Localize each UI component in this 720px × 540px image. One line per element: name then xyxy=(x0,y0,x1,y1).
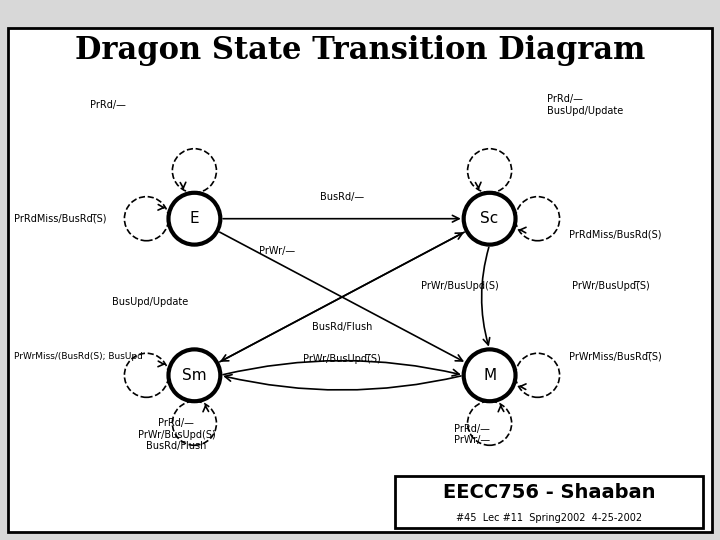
Text: PrWr/—: PrWr/— xyxy=(259,246,295,256)
Text: BusRd/Flush: BusRd/Flush xyxy=(312,322,372,332)
Circle shape xyxy=(168,193,220,245)
Text: Sc: Sc xyxy=(480,211,499,226)
Text: Dragon State Transition Diagram: Dragon State Transition Diagram xyxy=(75,35,645,65)
Text: PrWr/BusUpd(̅S): PrWr/BusUpd(̅S) xyxy=(572,281,650,291)
Text: PrRd/—: PrRd/— xyxy=(90,100,126,110)
Text: PrWrMiss/(BusRd(S); BusUpd: PrWrMiss/(BusRd(S); BusUpd xyxy=(14,352,143,361)
Text: PrRd/—
PrWr/—: PrRd/— PrWr/— xyxy=(454,424,490,446)
Text: PrRdMiss/BusRd(̅S): PrRdMiss/BusRd(̅S) xyxy=(14,214,107,224)
Text: M: M xyxy=(483,368,496,383)
Text: PrRd/—
PrWr/BusUpd(S)
BusRd/Flush: PrRd/— PrWr/BusUpd(S) BusRd/Flush xyxy=(138,418,215,451)
Text: E: E xyxy=(189,211,199,226)
Circle shape xyxy=(168,349,220,401)
Text: EECC756 - Shaaban: EECC756 - Shaaban xyxy=(443,483,655,502)
Text: PrWr/BusUpd(S): PrWr/BusUpd(S) xyxy=(421,281,499,291)
Text: #45  Lec #11  Spring2002  4-25-2002: #45 Lec #11 Spring2002 4-25-2002 xyxy=(456,513,642,523)
Text: PrRd/—
BusUpd/Update: PrRd/— BusUpd/Update xyxy=(547,94,624,116)
Text: PrRdMiss/BusRd(S): PrRdMiss/BusRd(S) xyxy=(569,230,661,240)
Circle shape xyxy=(464,349,516,401)
Bar xyxy=(395,476,703,528)
Text: BusUpd/Update: BusUpd/Update xyxy=(112,298,188,307)
Text: PrWr/BusUpd(̅S): PrWr/BusUpd(̅S) xyxy=(303,354,381,364)
Text: BusRd/—: BusRd/— xyxy=(320,192,364,202)
Text: PrWrMiss/BusRd(̅S): PrWrMiss/BusRd(̅S) xyxy=(569,352,662,361)
Circle shape xyxy=(464,193,516,245)
Text: Sm: Sm xyxy=(182,368,207,383)
